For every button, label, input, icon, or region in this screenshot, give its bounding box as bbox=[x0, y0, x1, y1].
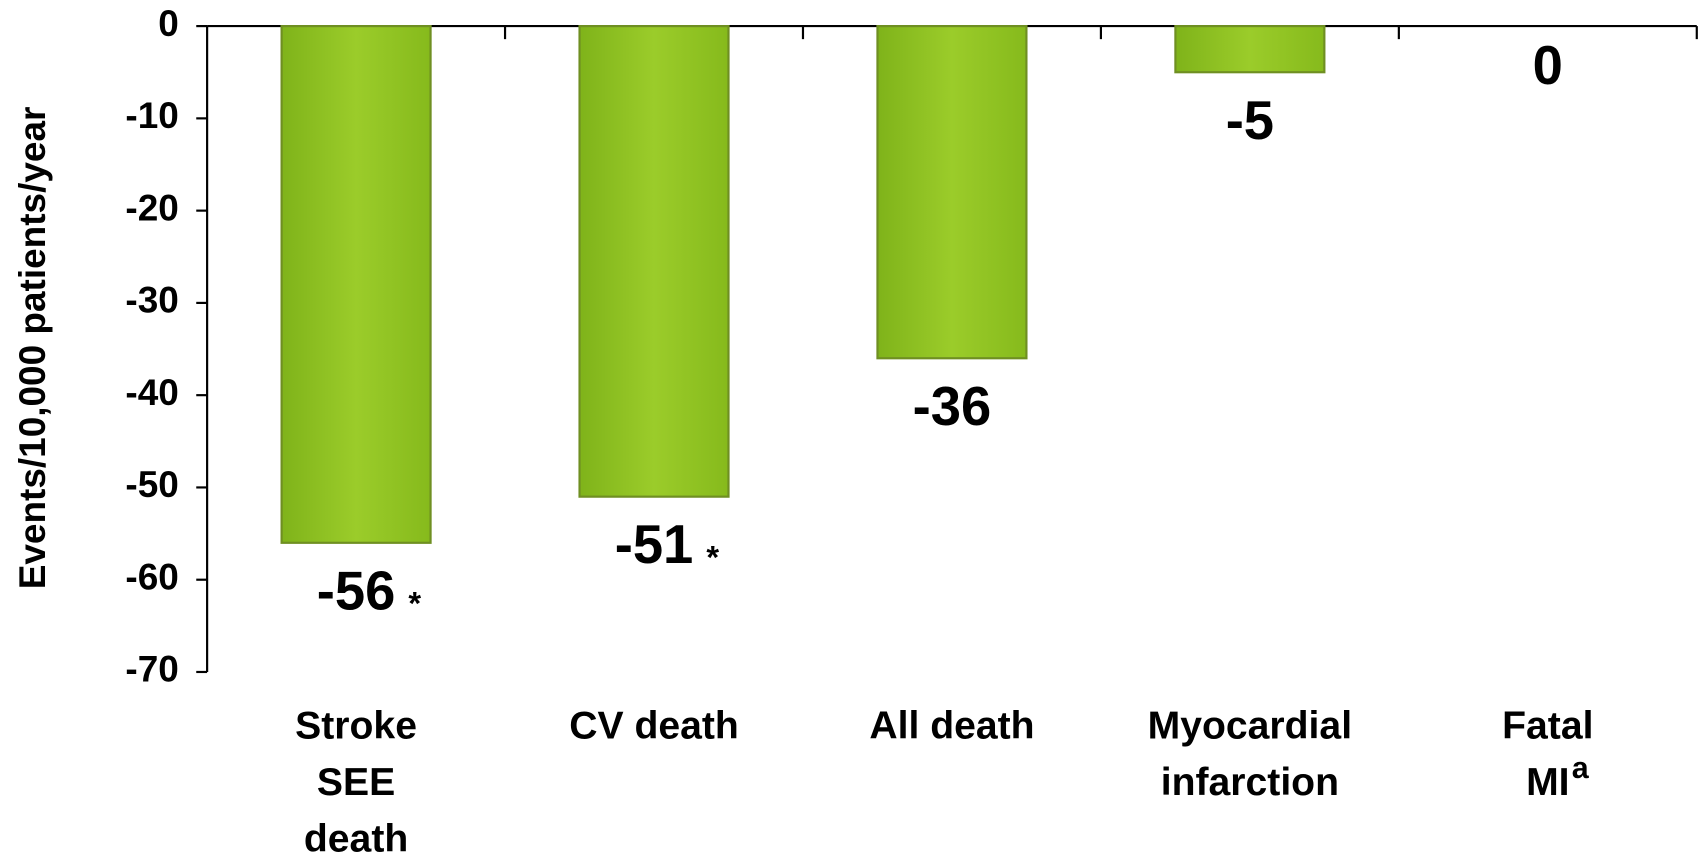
x-tick-label: Fatal MI bbox=[1502, 705, 1593, 805]
value-label: 0 bbox=[1533, 35, 1563, 96]
significance-marker: * bbox=[408, 584, 421, 621]
bar bbox=[1174, 25, 1326, 74]
value-label: -5 bbox=[1226, 90, 1274, 151]
y-tick-label: -10 bbox=[125, 95, 178, 136]
y-axis-label: Events/10,000 patients/year bbox=[12, 107, 53, 590]
x-tick-label: Stroke SEE death bbox=[295, 705, 417, 859]
y-tick-label: -40 bbox=[125, 372, 178, 413]
y-tick-label: -60 bbox=[125, 556, 178, 597]
x-tick-label: CV death bbox=[569, 705, 739, 748]
value-label: -56 bbox=[317, 560, 396, 621]
significance-marker: * bbox=[706, 538, 719, 575]
x-tick-label: All death bbox=[869, 705, 1034, 748]
category-superscript: a bbox=[1572, 751, 1590, 785]
bar bbox=[876, 25, 1028, 360]
value-label: -36 bbox=[913, 376, 992, 437]
value-label: -51 bbox=[615, 514, 694, 575]
bar bbox=[280, 25, 432, 544]
y-tick-label: 0 bbox=[158, 3, 179, 44]
bar bbox=[578, 25, 730, 498]
y-tick-label: -70 bbox=[125, 649, 178, 690]
y-tick-label: -50 bbox=[125, 464, 178, 505]
x-tick-label: Myocardial infarction bbox=[1148, 705, 1352, 805]
y-tick-label: -20 bbox=[125, 187, 178, 228]
y-tick-label: -30 bbox=[125, 280, 178, 321]
